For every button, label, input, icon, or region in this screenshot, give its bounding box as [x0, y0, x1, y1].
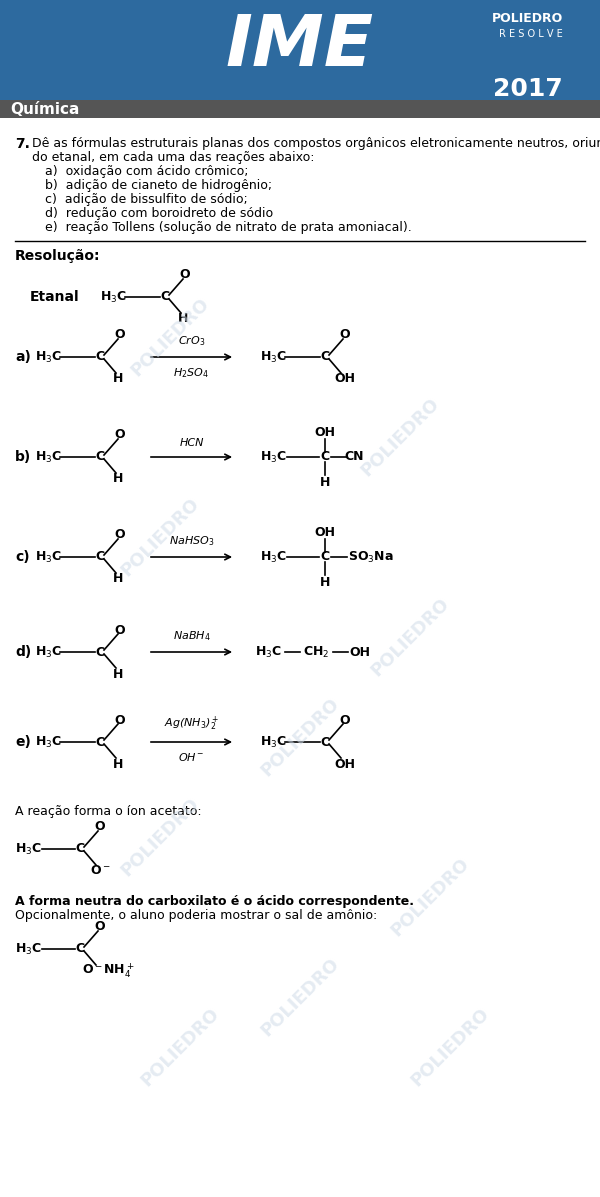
- Text: e): e): [15, 735, 31, 749]
- Text: SO$_3$Na: SO$_3$Na: [348, 549, 394, 565]
- Text: NaBH$_4$: NaBH$_4$: [173, 630, 211, 643]
- Text: H: H: [178, 312, 188, 326]
- Text: C: C: [320, 450, 329, 463]
- Text: A forma neutra do carboxilato é o ácido correspondente.: A forma neutra do carboxilato é o ácido …: [15, 895, 414, 909]
- Text: Opcionalmente, o aluno poderia mostrar o sal de amônio:: Opcionalmente, o aluno poderia mostrar o…: [15, 909, 377, 922]
- Text: C: C: [95, 551, 104, 564]
- Text: O: O: [95, 820, 106, 833]
- Text: HCN: HCN: [179, 438, 204, 448]
- Text: H$_2$SO$_4$: H$_2$SO$_4$: [173, 366, 209, 379]
- Text: H$_3$C: H$_3$C: [35, 644, 61, 660]
- Text: C: C: [76, 843, 85, 856]
- Text: POLIEDRO: POLIEDRO: [118, 494, 203, 579]
- Text: O: O: [179, 268, 190, 281]
- Text: c): c): [15, 549, 29, 564]
- Text: b): b): [15, 450, 31, 464]
- Text: POLIEDRO: POLIEDRO: [388, 855, 473, 940]
- Text: POLIEDRO: POLIEDRO: [358, 394, 443, 480]
- Text: NaHSO$_3$: NaHSO$_3$: [169, 534, 214, 548]
- Text: H$_3$C: H$_3$C: [260, 735, 286, 749]
- Text: H$_3$C: H$_3$C: [35, 549, 61, 565]
- Text: O: O: [115, 429, 125, 442]
- Text: C: C: [95, 450, 104, 463]
- Text: H: H: [113, 758, 123, 771]
- Text: Etanal: Etanal: [30, 290, 80, 304]
- Text: POLIEDRO: POLIEDRO: [127, 294, 212, 379]
- Text: H$_3$C: H$_3$C: [14, 942, 41, 956]
- Text: c)  adição de bissulfito de sódio;: c) adição de bissulfito de sódio;: [45, 193, 248, 206]
- Text: O: O: [115, 529, 125, 541]
- Text: O: O: [95, 920, 106, 934]
- Text: a): a): [15, 350, 31, 364]
- Text: POLIEDRO: POLIEDRO: [137, 1004, 223, 1089]
- Text: H$_3$C: H$_3$C: [14, 841, 41, 857]
- Text: C: C: [160, 291, 170, 304]
- Text: H$_3$C: H$_3$C: [35, 735, 61, 749]
- Text: CN: CN: [344, 450, 364, 463]
- Text: POLIEDRO: POLIEDRO: [257, 694, 343, 779]
- Text: A reação forma o íon acetato:: A reação forma o íon acetato:: [15, 806, 202, 818]
- Text: C: C: [95, 735, 104, 748]
- Text: R E S O L V E: R E S O L V E: [499, 29, 563, 40]
- Text: e)  reação Tollens (solução de nitrato de prata amoniacal).: e) reação Tollens (solução de nitrato de…: [45, 221, 412, 233]
- Text: H: H: [113, 473, 123, 486]
- FancyBboxPatch shape: [0, 101, 600, 119]
- Text: C: C: [95, 351, 104, 364]
- Text: H$_3$C: H$_3$C: [260, 350, 286, 365]
- Text: O$^-$NH$_4^+$: O$^-$NH$_4^+$: [82, 961, 134, 980]
- Text: a)  oxidação com ácido crômico;: a) oxidação com ácido crômico;: [45, 165, 248, 178]
- Text: H$_3$C: H$_3$C: [254, 644, 281, 660]
- Text: C: C: [320, 351, 329, 364]
- Text: C: C: [320, 735, 329, 748]
- Text: do etanal, em cada uma das reações abaixo:: do etanal, em cada uma das reações abaix…: [32, 151, 314, 164]
- Text: H: H: [113, 572, 123, 585]
- Text: POLIEDRO: POLIEDRO: [257, 954, 343, 1040]
- Text: O: O: [340, 713, 350, 727]
- Text: H$_3$C: H$_3$C: [260, 549, 286, 565]
- Text: C: C: [320, 551, 329, 564]
- Text: b)  adição de cianeto de hidrogênio;: b) adição de cianeto de hidrogênio;: [45, 180, 272, 192]
- Text: OH: OH: [349, 645, 371, 658]
- Text: POLIEDRO: POLIEDRO: [118, 795, 203, 880]
- Text: H: H: [113, 372, 123, 385]
- Text: O: O: [115, 713, 125, 727]
- Text: C: C: [76, 942, 85, 955]
- Text: H: H: [113, 668, 123, 681]
- Text: Resolução:: Resolução:: [15, 249, 101, 263]
- Text: OH$^-$: OH$^-$: [178, 751, 205, 762]
- Text: O$^-$: O$^-$: [89, 864, 110, 877]
- Text: d)  redução com boroidreto de sódio: d) redução com boroidreto de sódio: [45, 207, 273, 220]
- Text: C: C: [95, 645, 104, 658]
- Text: IME: IME: [226, 12, 374, 81]
- Text: Dê as fórmulas estruturais planas dos compostos orgânicos eletronicamente neutro: Dê as fórmulas estruturais planas dos co…: [32, 136, 600, 150]
- Text: POLIEDRO: POLIEDRO: [492, 12, 563, 25]
- Text: OH: OH: [314, 525, 335, 539]
- Text: POLIEDRO: POLIEDRO: [407, 1004, 493, 1089]
- Text: H: H: [320, 576, 330, 589]
- Text: O: O: [340, 328, 350, 341]
- Text: Química: Química: [10, 102, 79, 116]
- Text: O: O: [115, 328, 125, 341]
- Text: H$_3$C: H$_3$C: [260, 449, 286, 464]
- Text: CH$_2$: CH$_2$: [303, 644, 329, 660]
- Text: d): d): [15, 645, 31, 660]
- Text: POLIEDRO: POLIEDRO: [367, 595, 452, 680]
- Text: Ag(NH$_3$)$_2^+$: Ag(NH$_3$)$_2^+$: [164, 715, 219, 733]
- Text: H$_3$C: H$_3$C: [100, 290, 127, 304]
- Text: H: H: [320, 475, 330, 488]
- Text: 2017: 2017: [493, 77, 563, 101]
- Text: CrO$_3$: CrO$_3$: [178, 334, 205, 348]
- Text: O: O: [115, 624, 125, 637]
- Text: OH: OH: [335, 372, 355, 385]
- Text: OH: OH: [335, 758, 355, 771]
- Text: 7.: 7.: [15, 136, 30, 151]
- Text: H$_3$C: H$_3$C: [35, 350, 61, 365]
- Text: H$_3$C: H$_3$C: [35, 449, 61, 464]
- FancyBboxPatch shape: [0, 0, 600, 101]
- Text: OH: OH: [314, 425, 335, 438]
